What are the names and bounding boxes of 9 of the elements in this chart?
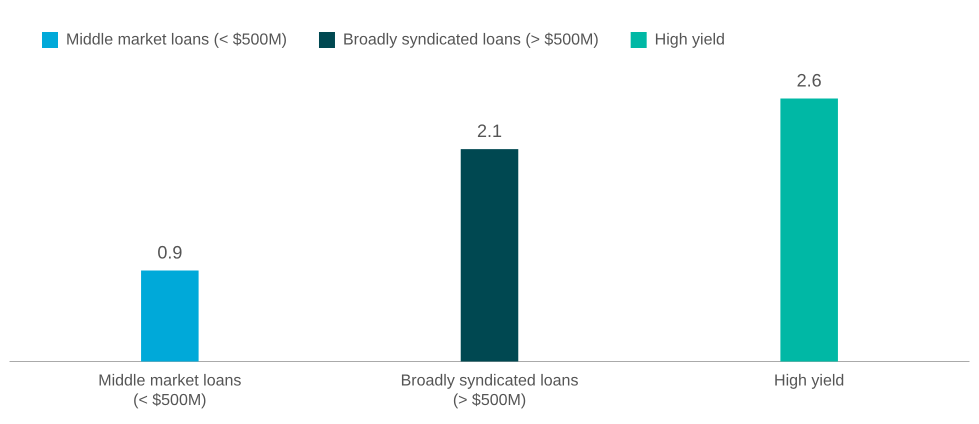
x-tick-label: Broadly syndicated loans (> $500M) <box>400 372 578 409</box>
legend-label: High yield <box>654 31 725 48</box>
data-label: 2.1 <box>476 121 502 142</box>
legend-label: Broadly syndicated loans (> $500M) <box>342 31 599 48</box>
data-label: 0.9 <box>157 242 182 262</box>
data-label: 2.6 <box>796 70 822 90</box>
x-tick-label: Middle market loans (< $500M) <box>98 372 242 409</box>
legend-label: Middle market loans (< $500M) <box>66 31 287 48</box>
x-tick-label: High yield <box>774 372 844 390</box>
